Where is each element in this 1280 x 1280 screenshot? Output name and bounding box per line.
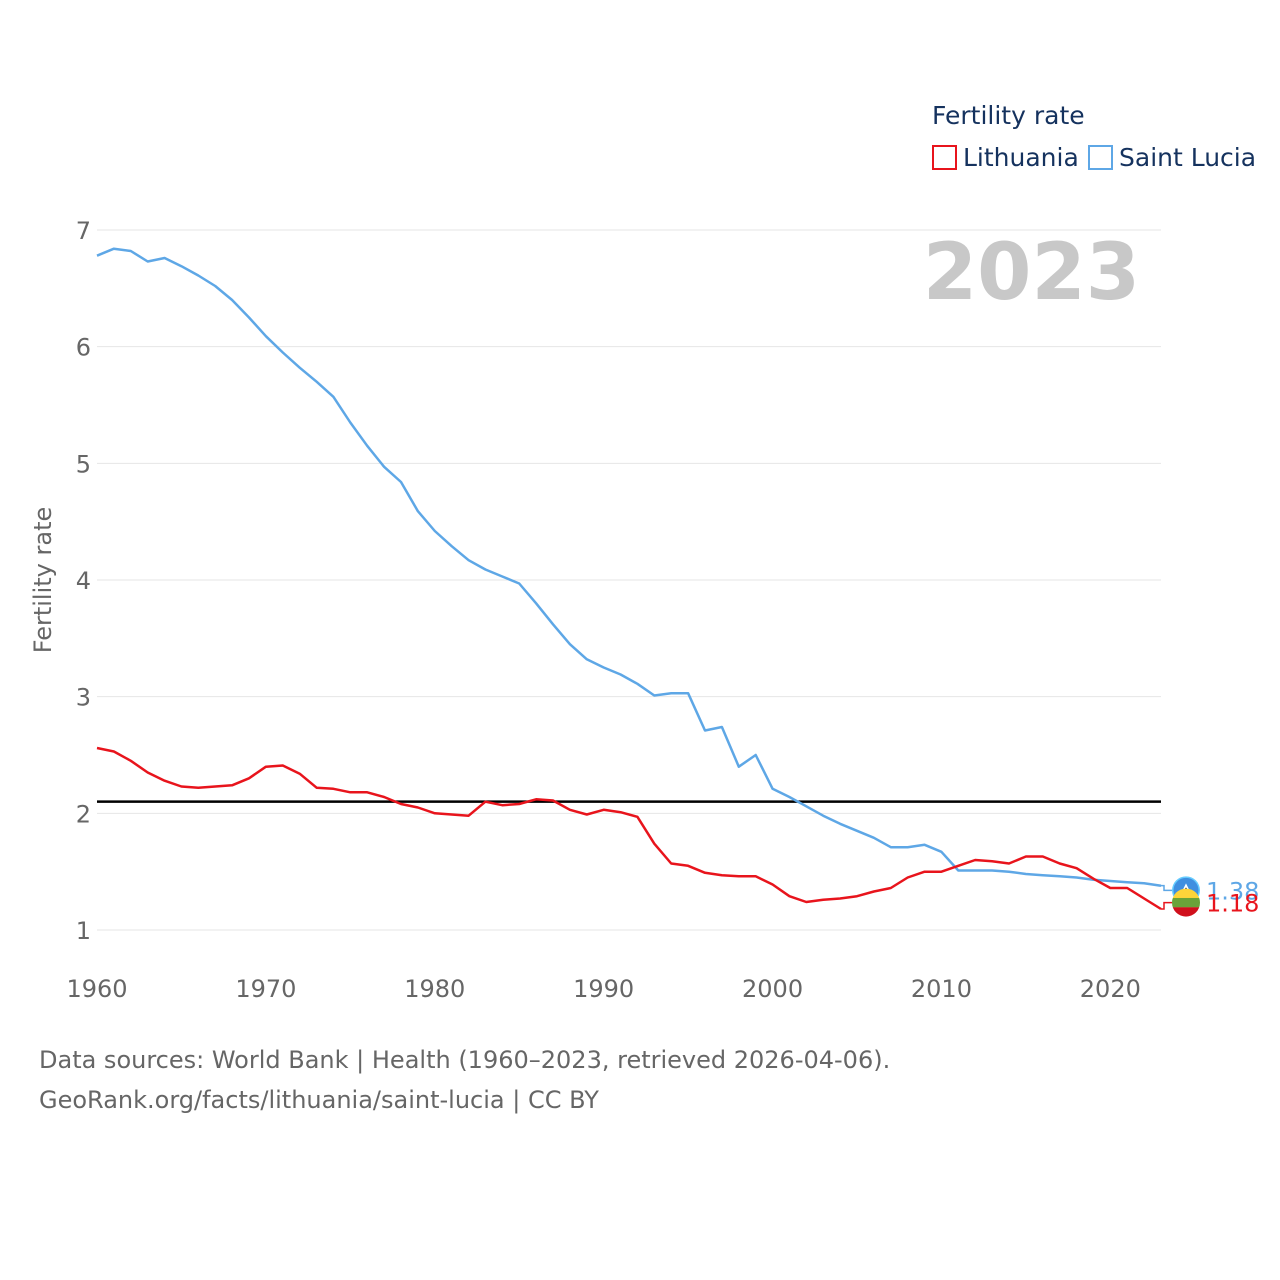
y-axis-ticks: 1 2 3 4 5 6 7 <box>76 217 91 945</box>
legend: Fertility rate Lithuania Saint Lucia <box>932 101 1256 172</box>
legend-swatch-lithuania[interactable] <box>932 145 957 170</box>
x-tick-label: 2010 <box>911 975 972 1003</box>
series-line-saint-lucia <box>96 247 1162 887</box>
x-tick-label: 1960 <box>66 975 127 1003</box>
x-axis-ticks: 1960 1970 1980 1990 2000 2010 2020 <box>66 975 1140 1003</box>
x-tick-label: 1970 <box>235 975 296 1003</box>
lithuania-flag-icon <box>1172 888 1200 917</box>
y-tick-label: 4 <box>76 567 91 595</box>
legend-label-saint-lucia[interactable]: Saint Lucia <box>1119 143 1256 172</box>
year-label: 2023 <box>923 228 1140 318</box>
y-axis-label: Fertility rate <box>29 507 57 654</box>
series-line-lithuania <box>96 746 1162 911</box>
x-tick-label: 1990 <box>573 975 634 1003</box>
legend-title: Fertility rate <box>932 101 1085 130</box>
y-tick-label: 3 <box>76 684 91 712</box>
y-tick-label: 2 <box>76 800 91 828</box>
y-tick-label: 5 <box>76 450 91 478</box>
end-value-saint-lucia: 1.38 <box>1206 877 1259 905</box>
end-value-lithuania: 1.18 <box>1206 890 1259 918</box>
data-source: Data sources: World Bank | Health (1960–… <box>39 1046 890 1074</box>
source-url: GeoRank.org/facts/lithuania/saint-lucia … <box>39 1086 599 1114</box>
x-tick-label: 2020 <box>1080 975 1141 1003</box>
y-tick-label: 1 <box>76 917 91 945</box>
gridlines <box>97 229 1161 931</box>
legend-label-lithuania[interactable]: Lithuania <box>963 143 1079 172</box>
end-marker-lithuania: 1.18 <box>1161 888 1259 918</box>
x-tick-label: 2000 <box>742 975 803 1003</box>
y-tick-label: 7 <box>76 217 91 245</box>
end-connector-saint-lucia <box>1161 884 1172 892</box>
end-connector-lithuania <box>1161 901 1172 910</box>
y-tick-label: 6 <box>76 334 91 362</box>
x-tick-label: 1980 <box>404 975 465 1003</box>
legend-swatch-saint-lucia[interactable] <box>1088 145 1113 170</box>
